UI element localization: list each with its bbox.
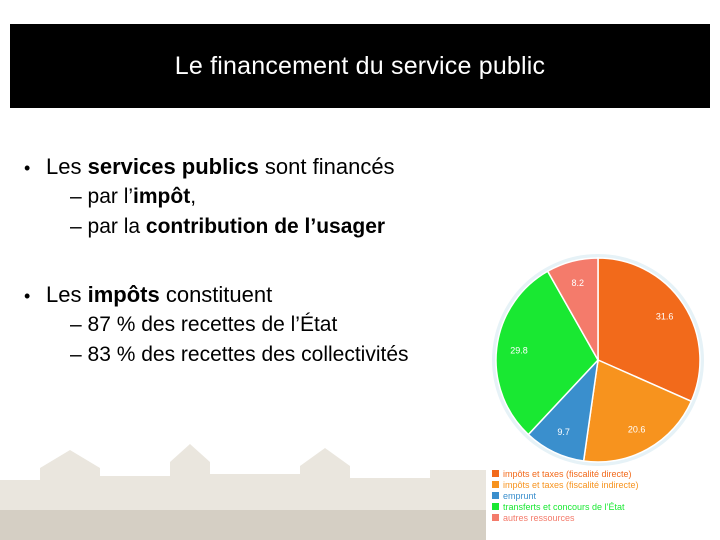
- pie-slice-label: 8.2: [571, 278, 584, 288]
- bullet-text: Les services publics sont financés: [46, 154, 395, 180]
- legend-swatch: [492, 514, 499, 521]
- pie-chart: 31.6 20.6 9.7 29.8 8.2: [492, 254, 704, 466]
- sub-bullet-text-part: – par l’: [70, 185, 134, 208]
- legend-label: impôts et taxes (fiscalité indirecte): [503, 479, 639, 490]
- bullet-text-part: services publics: [87, 154, 259, 179]
- legend-item: autres ressources: [486, 512, 708, 523]
- legend-item: impôts et taxes (fiscalité directe): [486, 468, 708, 479]
- legend-label: emprunt: [503, 490, 537, 501]
- bullet-text: Les impôts constituent: [46, 282, 272, 308]
- legend-label: transferts et concours de l’État: [503, 501, 625, 512]
- bullet-text-part: constituent: [159, 282, 273, 307]
- sub-bullet-item: – 87 % des recettes de l’État: [70, 310, 494, 340]
- legend-swatch: [492, 503, 499, 510]
- sub-bullet-item: – par la contribution de l’usager: [70, 212, 494, 242]
- pie-chart-area: 31.6 20.6 9.7 29.8 8.2: [488, 246, 708, 540]
- slide-title: Le financement du service public: [174, 51, 546, 80]
- bullet-dot: •: [24, 286, 31, 306]
- sub-bullet-text-part: – 83 % des recettes des collectivités: [70, 343, 409, 366]
- sub-bullet-text-part: contribution de l’usager: [145, 215, 386, 238]
- bullet-group: • Les services publics sont financés – par…: [24, 154, 494, 242]
- bullet-text-part: Les: [46, 154, 88, 179]
- pie-slice: [546, 257, 599, 363]
- chart-legend: impôts et taxes (fiscalité directe) impôt…: [486, 468, 708, 540]
- pie-slice: [597, 257, 701, 403]
- pie-slice-label: 31.6: [656, 312, 674, 322]
- sub-bullet-item: – 83 % des recettes des collectivités: [70, 340, 494, 370]
- bullet-text-part: Les: [46, 282, 88, 307]
- legend-label: autres ressources: [503, 512, 575, 523]
- pie-slice: [495, 270, 599, 436]
- legend-label: impôts et taxes (fiscalité directe): [503, 468, 632, 479]
- title-bar: Le financement du service public: [10, 24, 710, 108]
- sub-bullet-text-part: ,: [190, 185, 197, 208]
- sub-bullet-text-part: – par la: [70, 215, 146, 238]
- bullet-dot: •: [24, 158, 31, 178]
- legend-swatch: [492, 492, 499, 499]
- legend-item: impôts et taxes (fiscalité indirecte): [486, 479, 708, 490]
- bullet-list: • Les services publics sont financés – par…: [24, 154, 494, 410]
- sub-bullet-text-part: impôt: [133, 185, 191, 208]
- bullet-group: • Les impôts constituent – 87 % des recett…: [24, 282, 494, 370]
- bullet-item: • Les impôts constituent: [24, 282, 494, 308]
- bullet-text-part: sont financés: [258, 154, 395, 179]
- pie-slice-label: 9.7: [557, 427, 570, 437]
- sub-bullet-item: – par l’impôt,: [70, 182, 494, 212]
- pie-slice-label: 29.8: [510, 346, 528, 356]
- pie-slice-label: 20.6: [628, 425, 646, 435]
- legend-item: emprunt: [486, 490, 708, 501]
- legend-swatch: [492, 470, 499, 477]
- legend-item: transferts et concours de l’État: [486, 501, 708, 512]
- sub-bullet-text-part: – 87 % des recettes de l’État: [70, 313, 338, 336]
- bullet-text-part: impôts: [87, 282, 160, 307]
- pie-slice: [582, 358, 693, 463]
- bullet-item: • Les services publics sont financés: [24, 154, 494, 180]
- legend-swatch: [492, 481, 499, 488]
